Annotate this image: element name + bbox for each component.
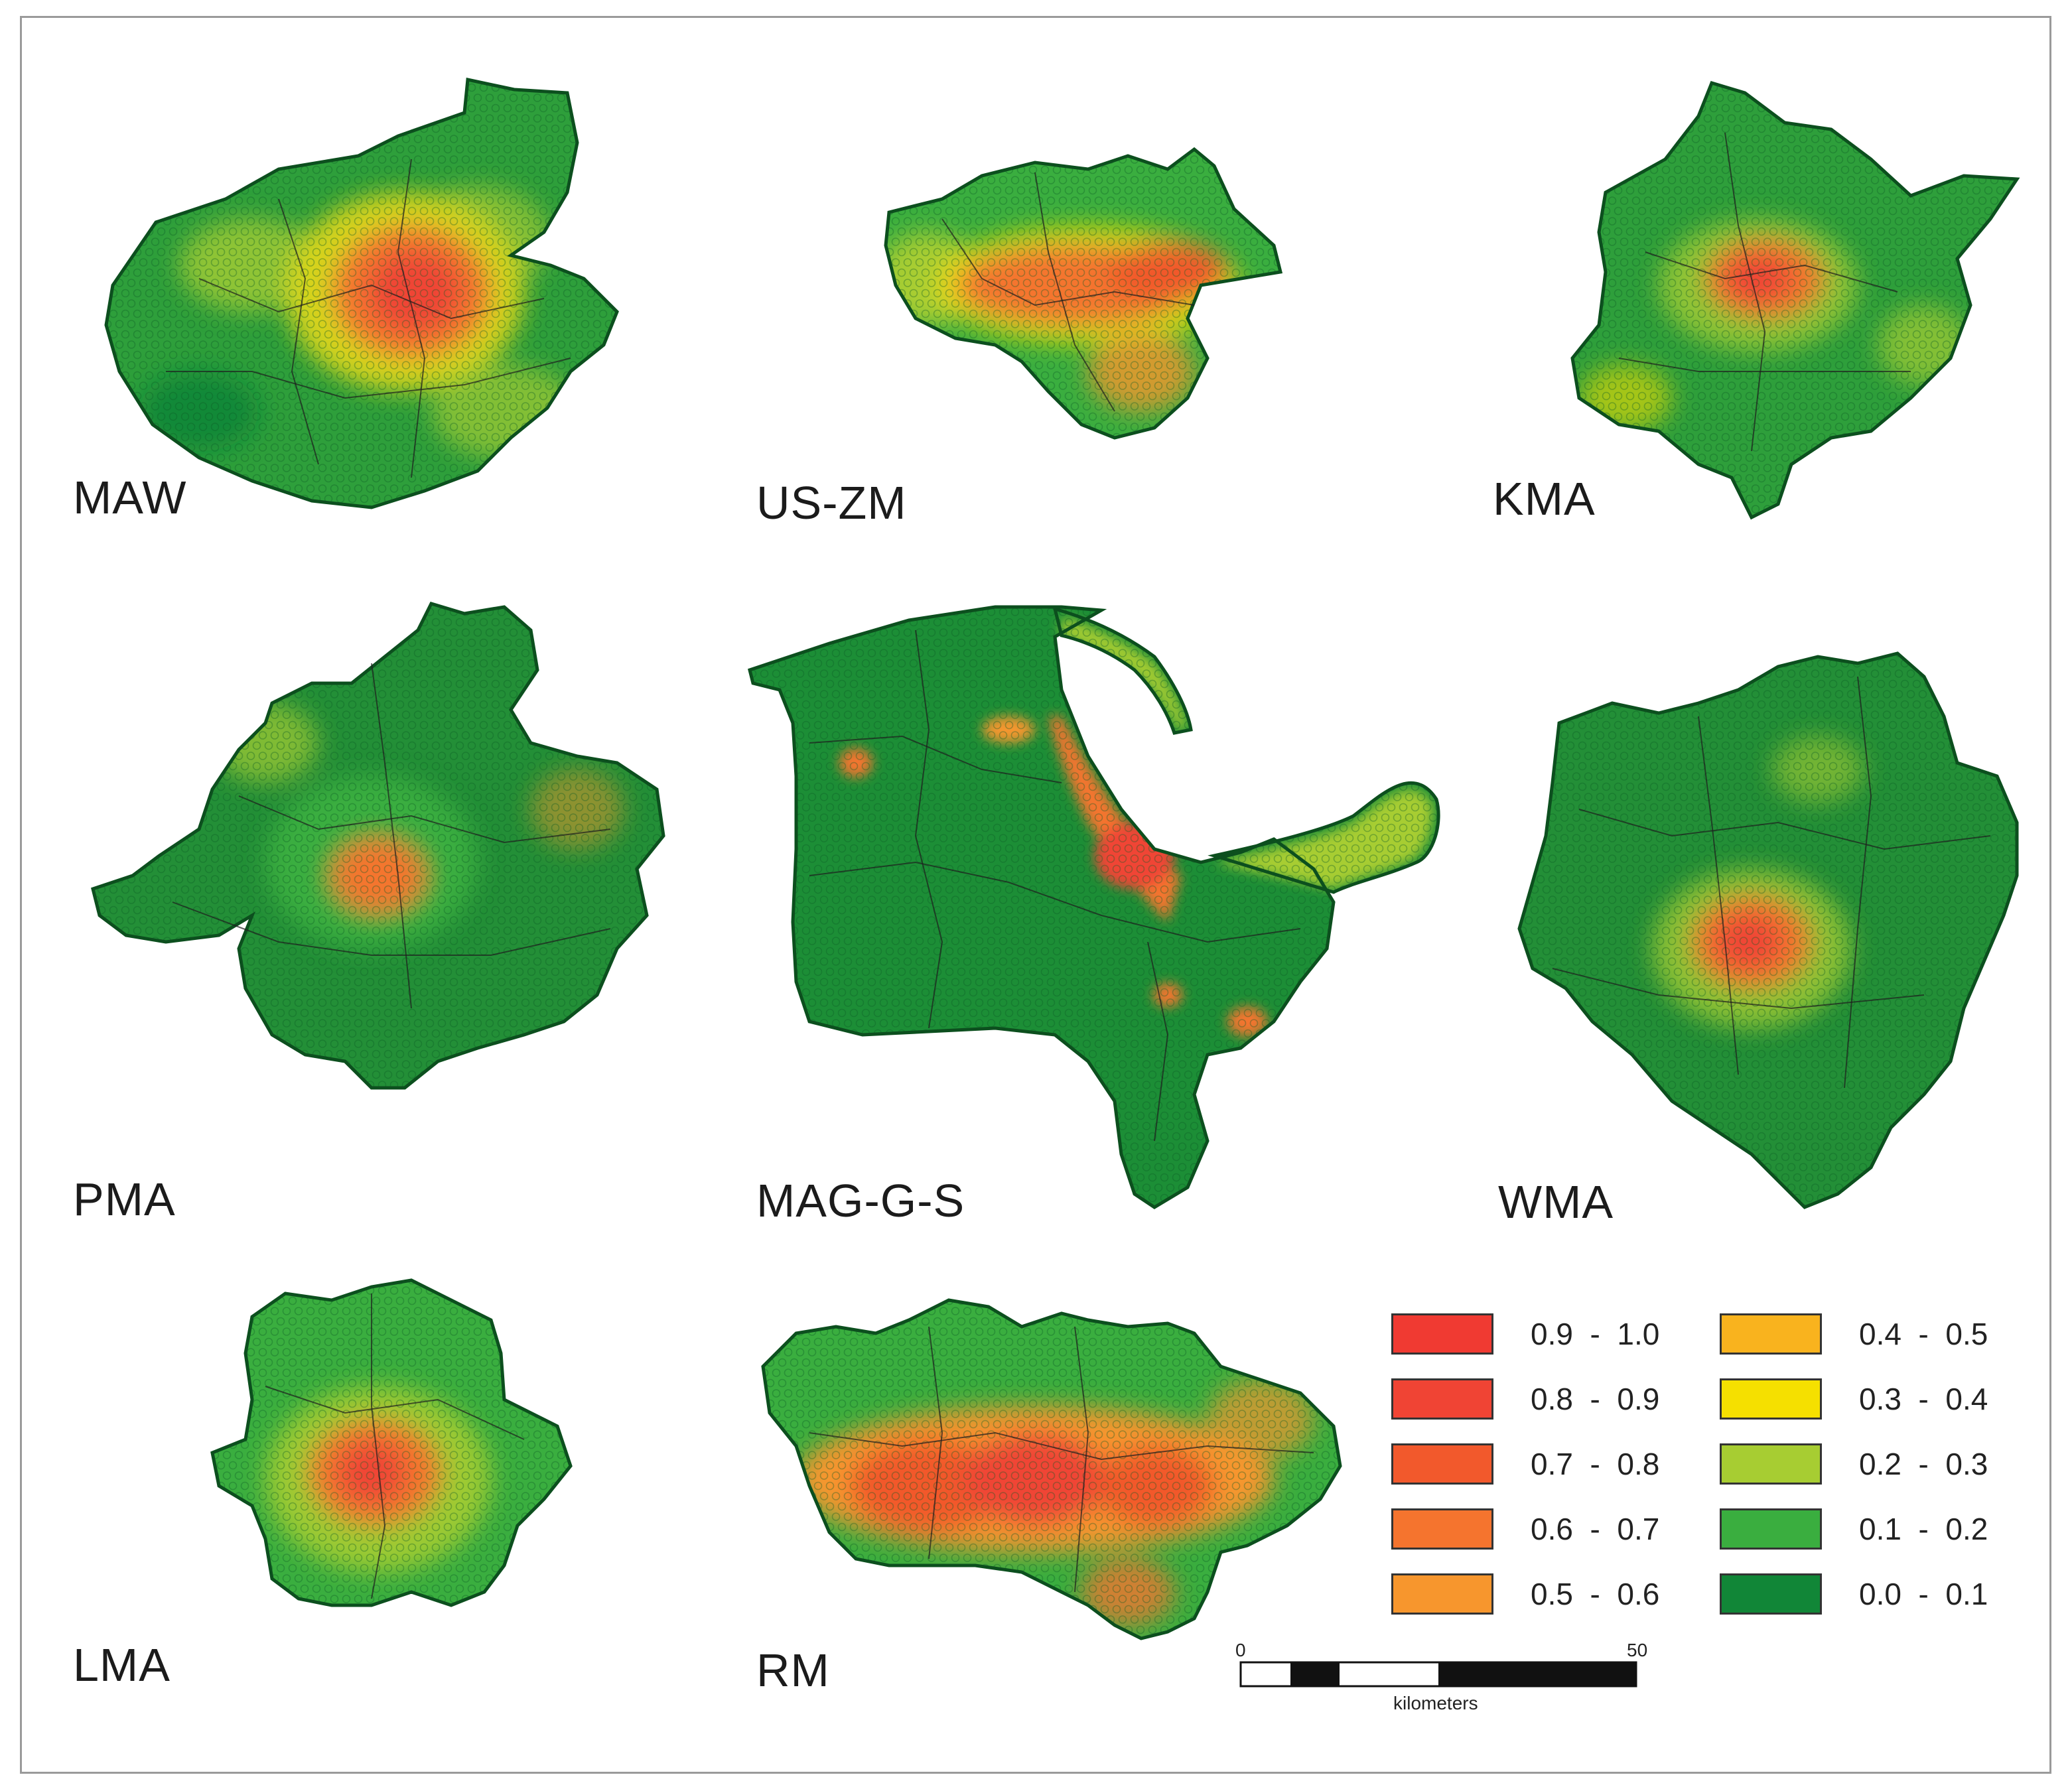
map-mag-g-s: [750, 607, 1439, 1207]
legend-item: 0.0 - 0.1: [1720, 1573, 1988, 1615]
legend-swatch: [1720, 1443, 1822, 1485]
legend-label: 0.3 - 0.4: [1859, 1382, 1988, 1416]
map-lma: [212, 1280, 571, 1605]
legend-swatch: [1391, 1508, 1493, 1550]
legend-item: 0.7 - 0.8: [1391, 1443, 1659, 1485]
map-frame: [20, 16, 2051, 1774]
legend-swatch: [1720, 1378, 1822, 1420]
legend-item: 0.1 - 0.2: [1720, 1508, 1988, 1550]
map-wma: [1519, 653, 2017, 1207]
legend-swatch: [1720, 1573, 1822, 1615]
scale-bar-end-label: 50: [1627, 1640, 1648, 1660]
scale-bar-graphic: [1239, 1661, 1637, 1688]
region-label-rm: RM: [756, 1644, 830, 1696]
legend-swatch: [1391, 1443, 1493, 1485]
legend-label: 0.8 - 0.9: [1531, 1382, 1660, 1416]
region-label-us-zm: US-ZM: [756, 477, 907, 529]
legend-label: 0.2 - 0.3: [1859, 1447, 1988, 1481]
legend-swatch: [1720, 1508, 1822, 1550]
legend-item: 0.2 - 0.3: [1720, 1443, 1988, 1485]
map-rm: [763, 1300, 1340, 1638]
legend-item: 0.6 - 0.7: [1391, 1508, 1659, 1550]
region-label-maw: MAW: [73, 472, 187, 523]
legend-item: 0.9 - 1.0: [1391, 1313, 1659, 1355]
legend-label: 0.7 - 0.8: [1531, 1447, 1660, 1481]
region-label-pma: PMA: [73, 1173, 176, 1225]
legend-item: 0.4 - 0.5: [1720, 1313, 1988, 1355]
legend-swatch: [1391, 1573, 1493, 1615]
legend-label: 0.0 - 0.1: [1859, 1577, 1988, 1611]
legend-label: 0.9 - 1.0: [1531, 1317, 1660, 1351]
legend-label: 0.1 - 0.2: [1859, 1512, 1988, 1546]
legend-swatch: [1720, 1313, 1822, 1355]
municipal-boundaries: [166, 132, 1991, 1599]
legend-item: 0.3 - 0.4: [1720, 1378, 1988, 1420]
region-label-kma: KMA: [1493, 473, 1596, 525]
region-label-wma: WMA: [1498, 1176, 1614, 1228]
map-kma: [1572, 83, 2017, 517]
legend-label: 0.4 - 0.5: [1859, 1317, 1988, 1351]
region-label-mag-g-s: MAG-G-S: [756, 1175, 965, 1227]
scale-bar-start-label: 0: [1235, 1640, 1246, 1660]
scale-bar-unit: kilometers: [1393, 1693, 1478, 1713]
legend-item: 0.8 - 0.9: [1391, 1378, 1659, 1420]
legend-label: 0.5 - 0.6: [1531, 1577, 1660, 1611]
map-us-zm: [886, 149, 1280, 438]
legend-swatch: [1391, 1313, 1493, 1355]
legend-swatch: [1391, 1378, 1493, 1420]
legend-label: 0.6 - 0.7: [1531, 1512, 1660, 1546]
map-maw: [106, 80, 617, 507]
legend-item: 0.5 - 0.6: [1391, 1573, 1659, 1615]
region-label-lma: LMA: [73, 1639, 171, 1691]
